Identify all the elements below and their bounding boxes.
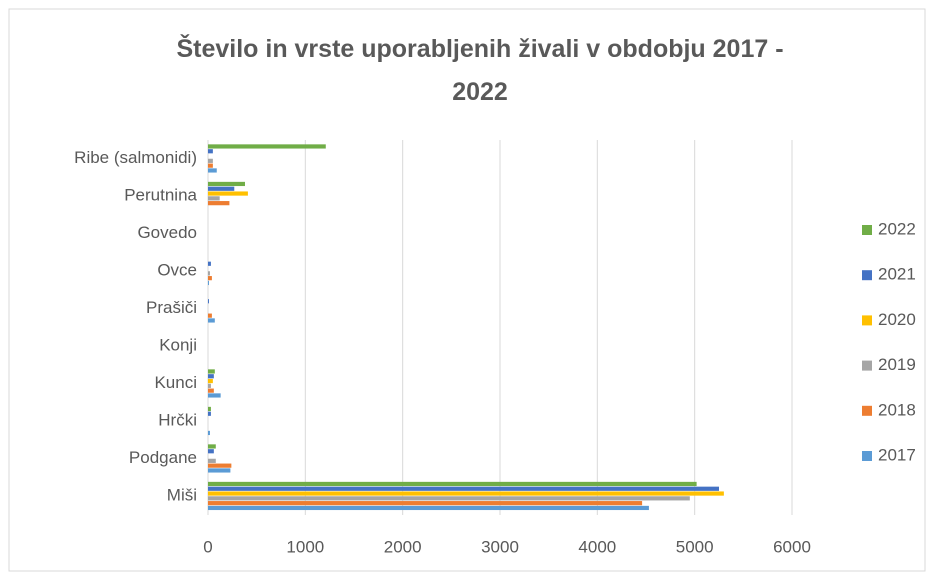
x-tick-label: 4000 <box>578 537 616 556</box>
bar <box>208 501 643 506</box>
bar <box>208 191 248 196</box>
x-tick-label: 2000 <box>384 537 422 556</box>
y-tick-label: Prašiči <box>146 298 197 317</box>
chart-title: Število in vrste uporabljenih živali v o… <box>176 33 783 106</box>
y-tick-label: Ovce <box>157 261 197 280</box>
bar <box>208 481 697 487</box>
bar <box>208 388 214 393</box>
y-tick-label: Govedo <box>137 223 197 242</box>
y-tick-label: Kunci <box>154 373 197 392</box>
y-tick-label: Miši <box>167 486 197 505</box>
bar <box>208 201 230 206</box>
bar <box>208 158 213 163</box>
legend-label: 2017 <box>878 445 916 464</box>
x-tick-label: 3000 <box>481 537 519 556</box>
bar <box>208 196 220 201</box>
legend-label: 2022 <box>878 219 916 238</box>
legend-label: 2019 <box>878 355 916 374</box>
y-tick-label: Hrčki <box>158 411 197 430</box>
bar <box>208 149 213 154</box>
x-tick-label: 6000 <box>773 537 811 556</box>
bar <box>208 144 326 149</box>
bar <box>208 168 217 173</box>
bar <box>208 393 221 398</box>
y-tick-label: Konji <box>159 336 197 355</box>
legend-label: 2021 <box>878 265 916 284</box>
x-tick-label: 5000 <box>676 537 714 556</box>
legend-label: 2018 <box>878 400 916 419</box>
bar <box>208 318 215 323</box>
bar <box>208 313 212 318</box>
bar <box>208 444 216 449</box>
bar <box>208 449 214 454</box>
y-tick-label: Podgane <box>129 448 197 467</box>
legend-label: 2020 <box>878 310 916 329</box>
x-tick-label: 0 <box>203 537 212 556</box>
y-tick-label: Perutnina <box>124 186 197 205</box>
bar <box>208 276 212 281</box>
bar <box>208 486 719 491</box>
bar <box>208 181 245 187</box>
bar <box>208 406 211 412</box>
bar <box>208 271 210 276</box>
legend-swatch <box>862 315 872 326</box>
legend-swatch <box>862 405 872 416</box>
bar <box>208 163 213 168</box>
bar <box>208 186 235 191</box>
bar <box>208 378 213 384</box>
bar <box>208 491 724 496</box>
chart-border <box>8 8 926 572</box>
bar <box>208 374 214 379</box>
bar <box>208 369 215 374</box>
bar <box>208 458 216 463</box>
y-tick-label: Ribe (salmonidi) <box>74 148 197 167</box>
bar <box>208 496 690 501</box>
bar <box>208 411 211 416</box>
bar <box>208 468 231 473</box>
legend-swatch <box>862 360 872 371</box>
legend-swatch <box>862 270 872 281</box>
bar <box>208 505 649 511</box>
bar <box>208 463 232 468</box>
bar <box>208 430 210 436</box>
bar <box>208 383 211 388</box>
legend-swatch <box>862 451 872 461</box>
bar <box>208 299 209 304</box>
bar <box>208 261 211 266</box>
bar <box>208 280 209 286</box>
legend-swatch <box>862 225 872 235</box>
x-tick-label: 1000 <box>286 537 324 556</box>
